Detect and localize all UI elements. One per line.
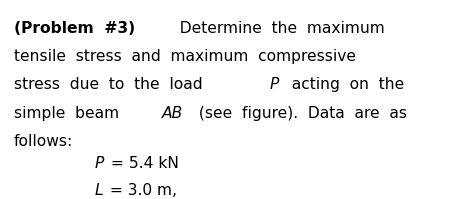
Text: P: P: [270, 77, 279, 92]
Text: (Problem  #3): (Problem #3): [14, 21, 135, 36]
Text: follows:: follows:: [14, 134, 73, 149]
Text: simple  beam: simple beam: [14, 106, 129, 121]
Text: acting  on  the: acting on the: [282, 77, 404, 92]
Text: stress  due  to  the  load: stress due to the load: [14, 77, 212, 92]
Text: = 3.0 m,: = 3.0 m,: [105, 183, 177, 198]
Text: Determine  the  maximum: Determine the maximum: [170, 21, 385, 36]
Text: L: L: [94, 183, 103, 198]
Text: = 5.4 kN: = 5.4 kN: [106, 156, 179, 171]
Text: tensile  stress  and  maximum  compressive: tensile stress and maximum compressive: [14, 49, 356, 64]
Text: (see  figure).  Data  are  as: (see figure). Data are as: [190, 106, 408, 121]
Text: P: P: [94, 156, 103, 171]
Text: AB: AB: [162, 106, 183, 121]
